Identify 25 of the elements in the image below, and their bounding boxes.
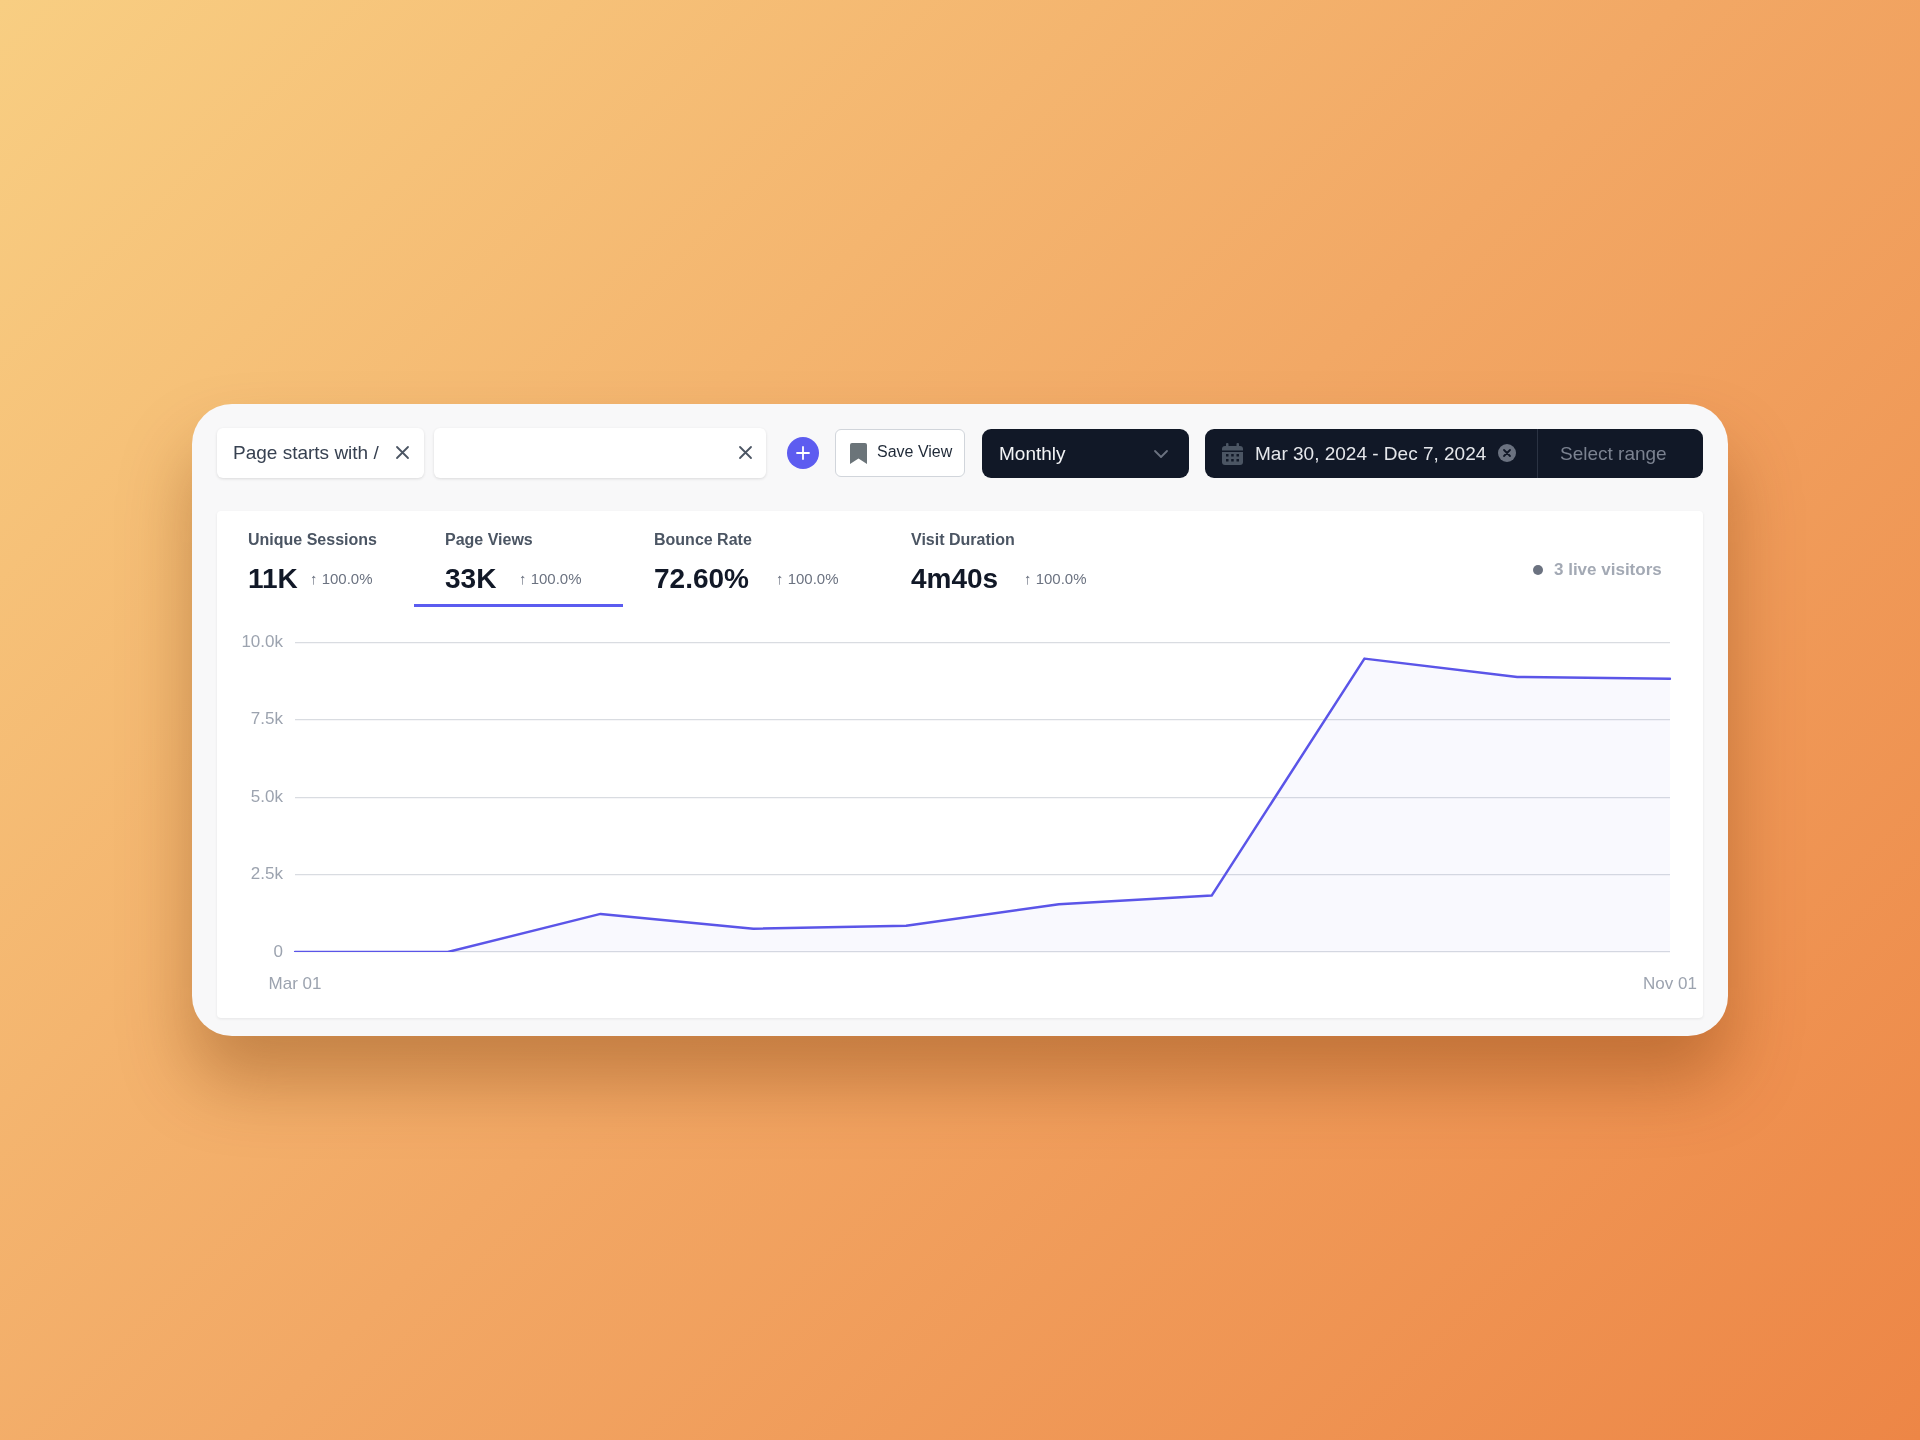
text: Page starts with / <box>233 441 379 463</box>
y-tick-label: 2.5k <box>250 864 284 884</box>
text: ↑ 100.0% <box>310 569 373 587</box>
text: 3 live visitors <box>1554 559 1662 579</box>
text: Mar 30, 2024 - Dec 7, 2024 <box>1255 442 1487 464</box>
y-tick-label: 7.5k <box>250 709 284 729</box>
x-tick-label: Mar 01 <box>268 973 322 993</box>
text: Page Views <box>445 531 533 549</box>
text: 4m40s <box>911 562 999 594</box>
text: 11K <box>248 562 298 594</box>
y-tick-label: 0 <box>273 941 283 961</box>
text: Save View <box>877 443 953 461</box>
text: Visit Duration <box>911 531 1015 549</box>
text: 72.60% <box>654 562 749 594</box>
text: ↑ 100.0% <box>519 569 582 587</box>
text: Monthly <box>999 442 1066 464</box>
x-tick-label: Nov 01 <box>1643 973 1697 993</box>
text: ↑ 100.0% <box>1024 569 1087 587</box>
text: Bounce Rate <box>654 531 752 549</box>
y-tick-label: 10.0k <box>241 631 284 651</box>
text: ↑ 100.0% <box>776 569 839 587</box>
text: 33K <box>445 562 497 594</box>
text: Select range <box>1560 442 1667 464</box>
y-tick-label: 5.0k <box>250 786 284 806</box>
text: Unique Sessions <box>248 531 377 549</box>
